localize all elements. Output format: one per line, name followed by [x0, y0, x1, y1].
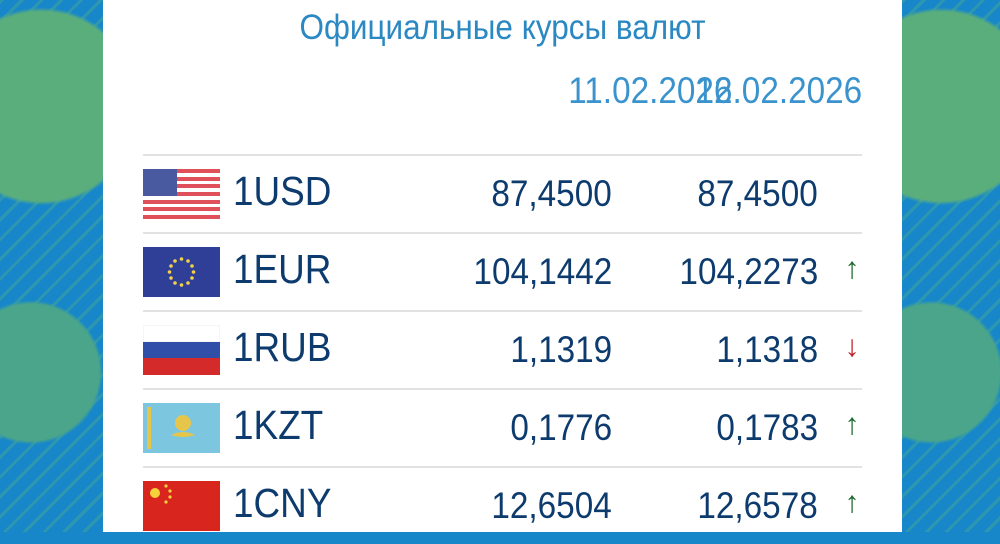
rate-row-rub: 1RUB 1,1319 1,1318 ↓ [143, 310, 862, 388]
rate-previous: 1,1319 [510, 329, 612, 370]
date-current: 12.02.2026 [695, 70, 862, 111]
arrow-up-icon: ↑ [844, 252, 860, 285]
rate-row-cny: 1CNY 12,6504 12,6578 ↑ [143, 466, 862, 544]
rate-current: 1,1318 [716, 329, 818, 370]
exchange-rates-panel: Официальные курсы валют 11.02.2026 12.02… [103, 0, 902, 532]
rate-current: 104,2273 [679, 251, 818, 292]
rate-previous: 12,6504 [491, 485, 612, 526]
ornament-background-left [0, 0, 103, 532]
rate-row-eur: 1EUR 104,1442 104,2273 ↑ [143, 232, 862, 310]
rate-previous: 104,1442 [473, 251, 612, 292]
ornament-background-right [902, 0, 1000, 532]
arrow-up-icon: ↑ [844, 486, 860, 519]
currency-code: 1USD [233, 168, 332, 214]
rate-previous: 87,4500 [491, 173, 612, 214]
rate-previous: 0,1776 [510, 407, 612, 448]
rate-current: 0,1783 [716, 407, 818, 448]
page-title: Официальные курсы валют [299, 8, 706, 47]
currency-code: 1EUR [233, 246, 332, 292]
rate-row-kzt: 1KZT 0,1776 0,1783 ↑ [143, 388, 862, 466]
ru-flag-icon [143, 325, 220, 375]
arrow-up-icon: ↑ [844, 408, 860, 441]
kz-flag-icon [143, 403, 220, 453]
rate-row-usd: 1USD 87,4500 87,4500 [143, 154, 862, 232]
rate-current: 12,6578 [697, 485, 818, 526]
currency-code: 1CNY [233, 480, 332, 526]
arrow-down-icon: ↓ [844, 330, 860, 363]
eu-flag-icon [143, 247, 220, 297]
rate-current: 87,4500 [697, 173, 818, 214]
cn-flag-icon [143, 481, 220, 531]
date-previous: 11.02.2026 [567, 70, 732, 111]
currency-code: 1RUB [233, 324, 332, 370]
us-flag-icon [143, 169, 220, 219]
currency-code: 1KZT [233, 402, 324, 448]
